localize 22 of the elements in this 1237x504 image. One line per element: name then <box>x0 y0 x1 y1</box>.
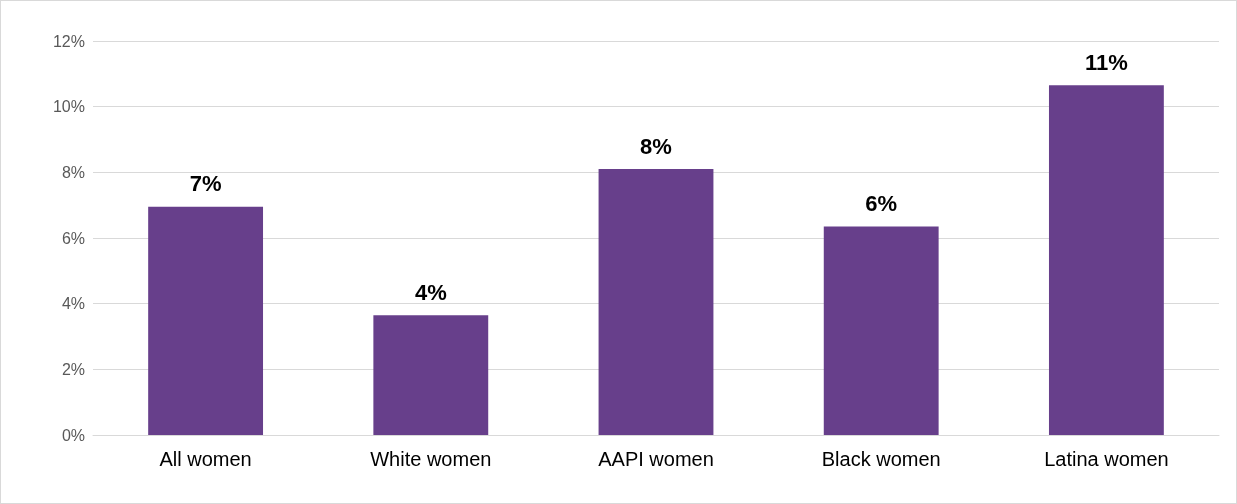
bar <box>823 226 939 435</box>
y-tick-label: 6% <box>61 229 85 247</box>
y-tick-label: 12% <box>52 32 85 50</box>
data-label: 4% <box>414 279 447 305</box>
y-tick-label: 0% <box>61 426 85 444</box>
bar <box>373 315 489 435</box>
x-tick-label: Latina women <box>1044 448 1169 470</box>
x-tick-label: Black women <box>821 448 941 470</box>
y-tick-label: 4% <box>61 295 85 313</box>
x-tick-label: AAPI women <box>598 448 714 470</box>
data-label: 8% <box>640 133 672 159</box>
x-tick-label: White women <box>370 448 492 470</box>
bar <box>148 206 264 435</box>
y-tick-label: 8% <box>61 163 85 181</box>
bar <box>1048 85 1164 435</box>
x-tick-label: All women <box>159 448 252 470</box>
data-label: 6% <box>865 191 898 217</box>
y-tick-label: 10% <box>52 98 85 116</box>
data-label: 7% <box>189 171 222 197</box>
y-tick-label: 2% <box>61 360 85 378</box>
bar <box>598 169 714 435</box>
data-label: 11% <box>1084 49 1128 75</box>
